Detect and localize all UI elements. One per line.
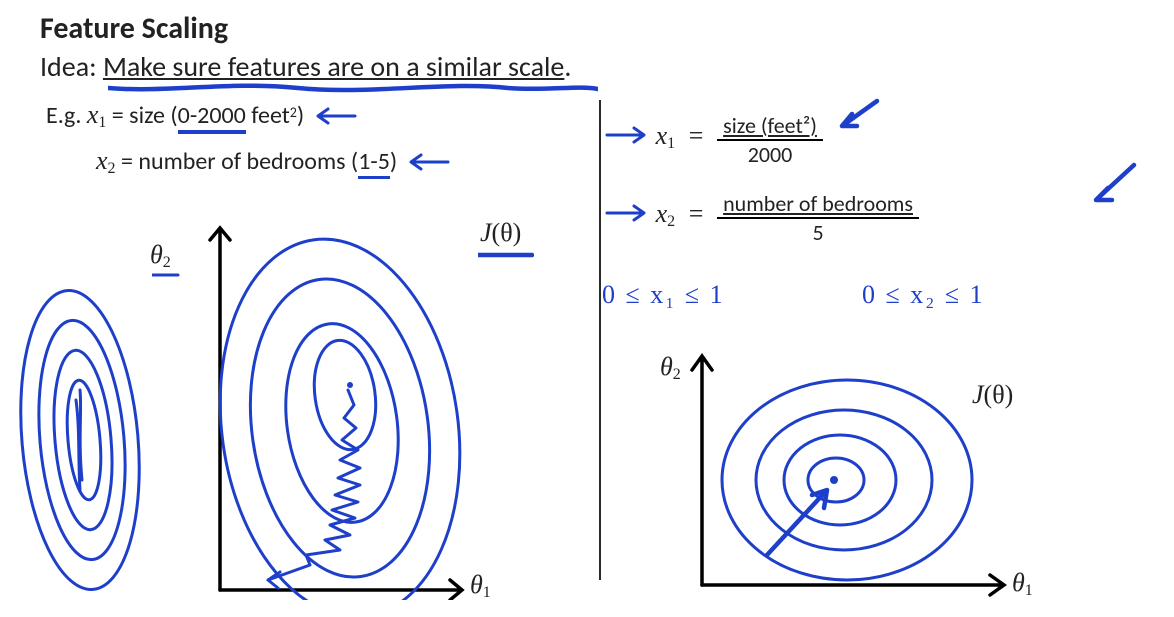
- arrow-left-icon: [403, 149, 453, 175]
- mini-underline-icon: [152, 270, 182, 280]
- x1-sup: 2: [290, 104, 297, 121]
- arrow-right-icon: [602, 200, 652, 226]
- x1-desc-pre: = size (: [106, 101, 177, 130]
- page-title: Feature Scaling: [40, 10, 1134, 47]
- x2-scaled-eq: x2 = number of bedrooms 5: [602, 190, 919, 246]
- left-column: E.g. x1 = size (0-2000 feet2) x2 = numbe…: [40, 90, 572, 600]
- x2-var: x: [656, 199, 668, 228]
- theta2-label: θ2: [150, 240, 171, 272]
- x1-desc-post: feet: [246, 101, 290, 130]
- mini-underline-icon: [478, 250, 534, 260]
- j-sym: J: [972, 380, 984, 409]
- theta2-sub: 2: [673, 366, 681, 383]
- j-arg: (θ): [984, 380, 1014, 409]
- subtitle-prefix: Idea:: [40, 49, 103, 84]
- theta1-sym: θ: [1012, 568, 1025, 597]
- x2-definition: x2 = number of bedrooms (1-5): [96, 146, 572, 178]
- check-arrow-icon: [1084, 160, 1144, 210]
- x1-denominator: 2000: [717, 141, 823, 168]
- eg-prefix: E.g.: [46, 101, 87, 130]
- right-column: x1 = size (feet²) 2000 x2 =: [572, 90, 1134, 600]
- j-sym: J: [480, 218, 492, 247]
- range-x2: 0 ≤ x₂ ≤ 1: [862, 280, 985, 310]
- x1-desc-close: ): [297, 101, 304, 130]
- theta1-sub: 1: [483, 584, 491, 601]
- theta2-sym: θ: [150, 240, 163, 269]
- theta1-label: θ1: [470, 570, 491, 602]
- check-arrow-icon: [827, 96, 887, 136]
- theta2-sym: θ: [660, 352, 673, 381]
- theta1-sym: θ: [470, 570, 483, 599]
- slide-page: Feature Scaling Idea: Make sure features…: [0, 0, 1174, 617]
- theta2-label-right: θ2: [660, 352, 681, 384]
- subtitle-suffix: .: [564, 49, 571, 84]
- x1-scaled-eq: x1 = size (feet²) 2000: [602, 96, 887, 168]
- x2-range: 1-5: [358, 147, 390, 179]
- range-x1: 0 ≤ x₁ ≤ 1: [602, 280, 725, 310]
- theta1-sub: 1: [1025, 582, 1033, 599]
- x2-numerator: number of bedrooms: [723, 190, 913, 217]
- x2-desc-close: ): [390, 147, 397, 176]
- x1-var: x: [87, 100, 99, 129]
- two-column-layout: E.g. x1 = size (0-2000 feet2) x2 = numbe…: [40, 90, 1134, 600]
- cost-j-label-right: J(θ): [972, 380, 1013, 410]
- x1-range: 0-2000: [178, 101, 246, 134]
- theta1-label-right: θ1: [1012, 568, 1033, 600]
- x2-var: x: [96, 146, 108, 175]
- x1-numerator: size (feet²): [723, 112, 817, 139]
- cost-j-label: J(θ): [480, 218, 521, 248]
- x2-denominator: 5: [717, 219, 919, 246]
- x2-sub: 2: [108, 160, 116, 177]
- theta2-sub: 2: [163, 254, 171, 271]
- arrow-left-icon: [310, 103, 360, 129]
- x1-var: x: [656, 121, 668, 150]
- subtitle-main: Make sure features are on a similar scal…: [103, 49, 564, 84]
- x1-definition: E.g. x1 = size (0-2000 feet2): [46, 100, 572, 132]
- j-arg: (θ): [492, 218, 522, 247]
- right-contour-plot: [632, 340, 1052, 600]
- x1-sub: 1: [667, 135, 675, 152]
- x2-desc-pre: = number of bedrooms (: [116, 147, 359, 176]
- x2-sub: 2: [667, 213, 675, 230]
- subtitle-line: Idea: Make sure features are on a simila…: [40, 49, 1134, 84]
- arrow-right-icon: [602, 122, 652, 148]
